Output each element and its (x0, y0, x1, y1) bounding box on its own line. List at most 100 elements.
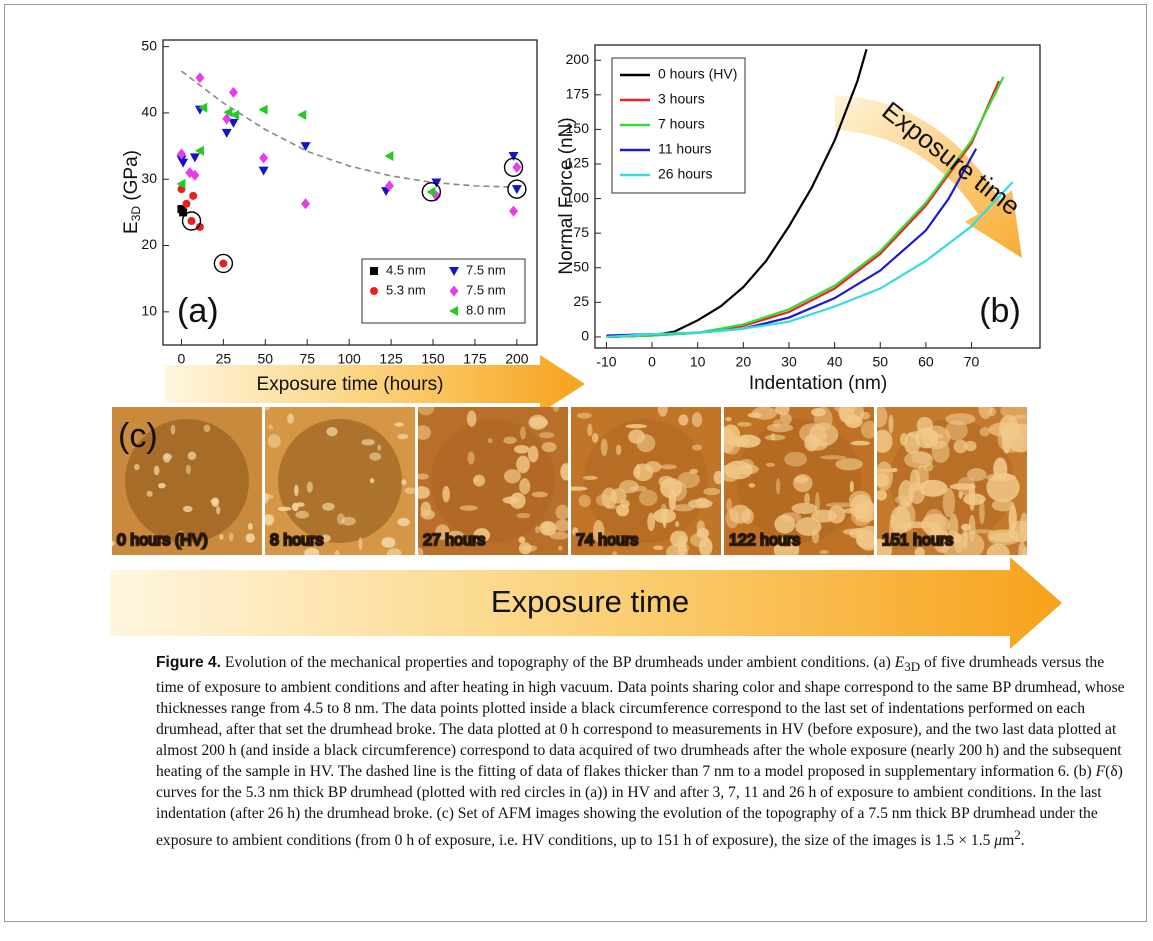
image-label: 122 hours (729, 532, 800, 549)
afm-grain (1008, 520, 1027, 543)
y-tick-label: 25 (573, 293, 589, 309)
afm-grain (304, 547, 320, 555)
point (508, 152, 519, 162)
afm-grain (734, 434, 761, 448)
afm-grain (953, 439, 968, 454)
afm-grain (291, 502, 299, 512)
afm-grain (593, 520, 605, 542)
point (511, 185, 522, 195)
afm-grain (877, 468, 895, 473)
afm-content (877, 407, 1027, 555)
afm-grain (620, 499, 630, 509)
afm-grain (447, 530, 465, 545)
afm-grain (153, 465, 160, 476)
afm-grain (968, 482, 976, 511)
y-tick-label: 125 (566, 155, 590, 171)
afm-grain (176, 530, 185, 539)
afm-grain (503, 469, 521, 484)
afm-grain (877, 461, 894, 491)
x-tick-label: 50 (258, 351, 274, 367)
afm-grain (833, 407, 857, 414)
afm-grain (418, 473, 429, 480)
afm-grain (582, 475, 598, 480)
afm-grain (605, 505, 620, 510)
afm-grain (529, 416, 549, 428)
point (194, 145, 204, 156)
caption-symbol: μ (994, 832, 1003, 850)
point (219, 259, 228, 268)
x-tick-label: 0 (648, 354, 656, 370)
afm-grain (628, 429, 645, 444)
afm-grain (979, 499, 985, 525)
afm-grain (187, 451, 197, 461)
afm-grain (518, 536, 526, 544)
afm-grain (850, 440, 871, 446)
x-tick-label: 10 (690, 354, 706, 370)
fit-line (180, 70, 517, 188)
y-tick-label: 10 (141, 303, 157, 319)
legend-label: 7 hours (658, 116, 705, 132)
afm-grain (960, 523, 972, 531)
afm-grain (595, 494, 612, 507)
afm-grain (1000, 407, 1027, 420)
afm-grain (629, 485, 648, 492)
point (195, 72, 205, 84)
x-arrow-a (165, 355, 585, 413)
afm-grain (182, 505, 193, 513)
point (228, 86, 238, 98)
afm-grain (939, 530, 964, 555)
afm-grain (418, 547, 424, 555)
afm-grain (162, 453, 171, 463)
afm-grain (219, 534, 224, 540)
afm-image: 27 hours (418, 407, 568, 555)
point (176, 148, 186, 160)
afm-grain (514, 444, 530, 454)
afm-grain (775, 478, 781, 495)
afm-grain (535, 526, 540, 534)
afm-grain (915, 464, 929, 490)
afm-grain (860, 420, 874, 439)
afm-grain (766, 423, 794, 433)
image-label: 151 hours (882, 532, 953, 549)
panel-label: (a) (177, 292, 219, 330)
point (190, 169, 200, 181)
afm-grain (610, 488, 627, 504)
highlight-circle (503, 157, 524, 178)
afm-grain (748, 483, 756, 488)
y-tick-label: 175 (566, 86, 590, 102)
afm-content (571, 407, 721, 555)
afm-grain (587, 423, 593, 437)
afm-grain (773, 537, 800, 555)
y-tick-label: 150 (566, 120, 590, 136)
afm-grain (647, 512, 656, 532)
afm-image: 74 hours (571, 407, 721, 555)
afm-grain (467, 451, 475, 465)
caption-text: curves for the 5.3 nm thick BP drumhead … (156, 784, 1102, 850)
afm-grain (855, 533, 874, 549)
legend-marker (370, 287, 378, 295)
y-tick-label: 0 (581, 328, 589, 344)
afm-grain (677, 534, 687, 555)
afm-grain (791, 502, 818, 514)
image-label: 27 hours (423, 532, 485, 549)
afm-grain (660, 477, 683, 499)
afm-grain (726, 498, 733, 513)
afm-grain (828, 505, 846, 524)
annotation: Exposure time (877, 95, 1026, 221)
point (258, 104, 268, 115)
point (189, 153, 200, 163)
point (198, 102, 208, 113)
afm-grain (964, 440, 977, 452)
afm-grain (688, 498, 713, 509)
afm-grain (691, 444, 703, 451)
y-tick-label: 20 (141, 236, 157, 252)
afm-grain (295, 510, 310, 519)
figure: Exposure time (hours) E3D (GPa) Indentat… (110, 37, 1062, 649)
afm-grain (675, 520, 680, 528)
image-label: 74 hours (576, 532, 638, 549)
x-tick-label: 60 (918, 354, 934, 370)
afm-grain (890, 505, 911, 535)
afm-grain (334, 550, 340, 555)
afm-grain (737, 421, 752, 427)
